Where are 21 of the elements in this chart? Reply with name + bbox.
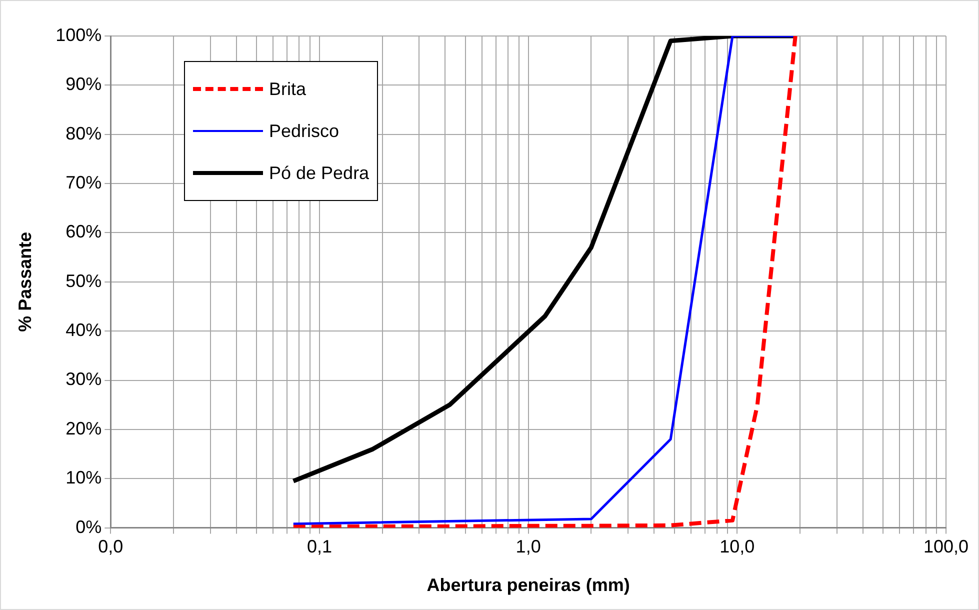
y-tick-label: 80% <box>66 123 102 144</box>
legend-label: Brita <box>269 78 306 100</box>
x-tick-label: 10,0 <box>720 536 755 557</box>
y-tick-label: 70% <box>66 172 102 193</box>
legend-label: Pó de Pedra <box>269 162 370 184</box>
y-axis-title: % Passante <box>14 232 35 332</box>
y-tick-label: 60% <box>66 222 102 242</box>
y-tick-label: 50% <box>66 270 102 291</box>
legend-label: Pedrisco <box>269 120 340 142</box>
x-tick-label: 100,0 <box>923 536 969 557</box>
y-tick-label: 0% <box>76 516 102 537</box>
y-tick-label: 30% <box>66 369 102 390</box>
y-tick-label: 10% <box>66 468 102 488</box>
x-tick-label: 1,0 <box>516 536 541 557</box>
y-tick-label: 20% <box>66 418 102 438</box>
x-axis-title: Abertura peneiras (mm) <box>426 575 630 596</box>
y-tick-label: 40% <box>66 320 102 340</box>
y-tick-label: 90% <box>66 74 102 94</box>
x-tick-label: 0,0 <box>98 536 124 557</box>
y-tick-label: 100% <box>56 24 102 45</box>
x-tick-label: 0,1 <box>306 536 332 557</box>
